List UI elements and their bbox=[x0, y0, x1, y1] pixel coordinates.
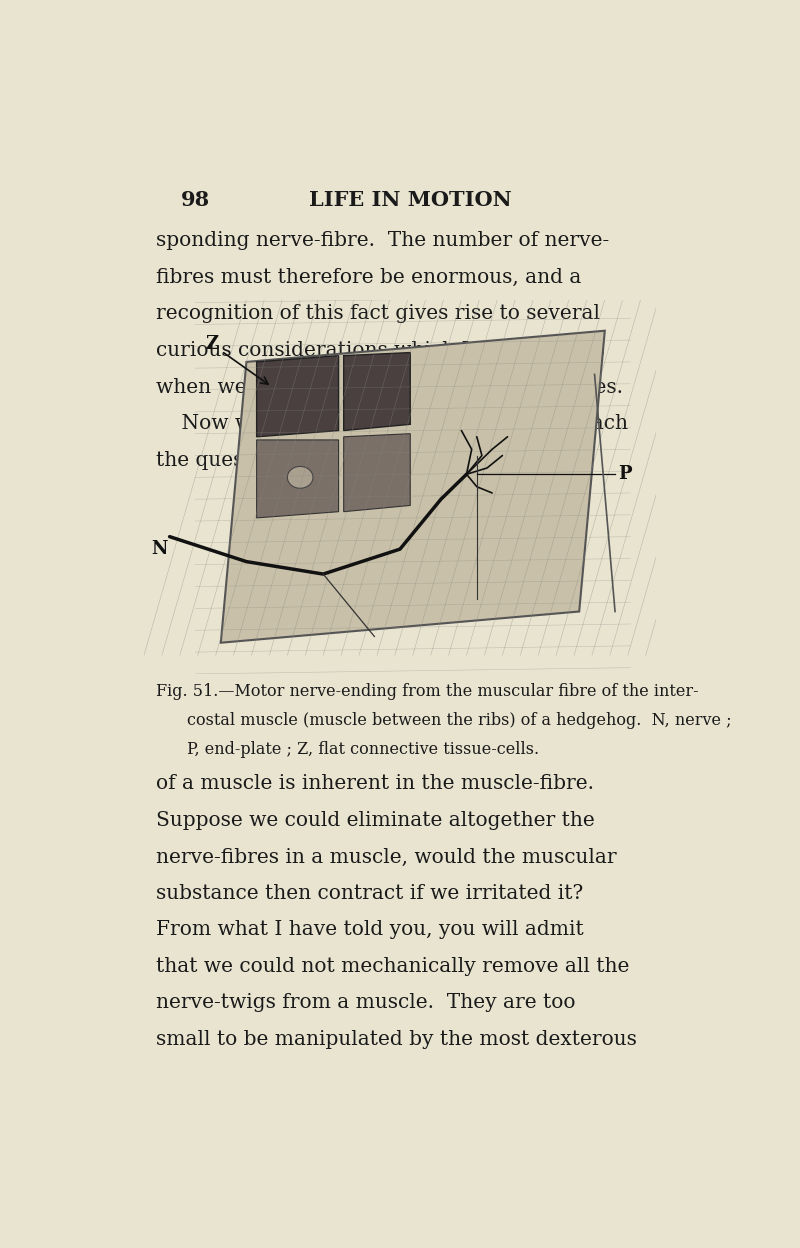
Text: that we could not mechanically remove all the: that we could not mechanically remove al… bbox=[156, 957, 629, 976]
Text: when we come to consider the electric ﬁshes.: when we come to consider the electric ﬁs… bbox=[156, 377, 622, 397]
Text: P, end-plate ; Z, ﬂat connective tissue-cells.: P, end-plate ; Z, ﬂat connective tissue-… bbox=[187, 741, 539, 758]
Polygon shape bbox=[221, 331, 605, 643]
Text: ﬁbres must therefore be enormous, and a: ﬁbres must therefore be enormous, and a bbox=[156, 268, 581, 287]
Text: the question whether or not the irritability: the question whether or not the irritabi… bbox=[156, 451, 593, 469]
Ellipse shape bbox=[287, 467, 313, 488]
Text: recognition of this fact gives rise to several: recognition of this fact gives rise to s… bbox=[156, 305, 600, 323]
Text: of a muscle is inherent in the muscle-ﬁbre.: of a muscle is inherent in the muscle-ﬁb… bbox=[156, 774, 594, 794]
Text: substance then contract if we irritated it?: substance then contract if we irritated … bbox=[156, 884, 583, 904]
Text: nerve-ﬁbres in a muscle, would the muscular: nerve-ﬁbres in a muscle, would the muscu… bbox=[156, 847, 617, 866]
Text: Z: Z bbox=[206, 336, 268, 384]
Polygon shape bbox=[344, 434, 410, 512]
Text: 98: 98 bbox=[181, 190, 210, 210]
Text: costal muscle (muscle between the ribs) of a hedgehog.  N, nerve ;: costal muscle (muscle between the ribs) … bbox=[187, 711, 731, 729]
Text: Now we are in a position again to approach: Now we are in a position again to approa… bbox=[156, 414, 628, 433]
Text: Suppose we could eliminate altogether the: Suppose we could eliminate altogether th… bbox=[156, 811, 594, 830]
Text: N: N bbox=[151, 540, 168, 558]
Text: From what I have told you, you will admit: From what I have told you, you will admi… bbox=[156, 921, 583, 940]
Text: curious considerations which I shall discuss: curious considerations which I shall dis… bbox=[156, 341, 605, 359]
Text: Fig. 51.—Motor nerve-ending from the muscular ﬁbre of the inter-: Fig. 51.—Motor nerve-ending from the mus… bbox=[156, 683, 698, 700]
Text: sponding nerve-ﬁbre.  The number of nerve-: sponding nerve-ﬁbre. The number of nerve… bbox=[156, 231, 609, 251]
Text: small to be manipulated by the most dexterous: small to be manipulated by the most dext… bbox=[156, 1030, 637, 1050]
Text: nerve-twigs from a muscle.  They are too: nerve-twigs from a muscle. They are too bbox=[156, 993, 575, 1012]
Text: P: P bbox=[618, 466, 632, 483]
Text: LIFE IN MOTION: LIFE IN MOTION bbox=[309, 190, 511, 210]
Polygon shape bbox=[344, 352, 410, 431]
Polygon shape bbox=[257, 356, 338, 437]
Polygon shape bbox=[257, 441, 338, 518]
